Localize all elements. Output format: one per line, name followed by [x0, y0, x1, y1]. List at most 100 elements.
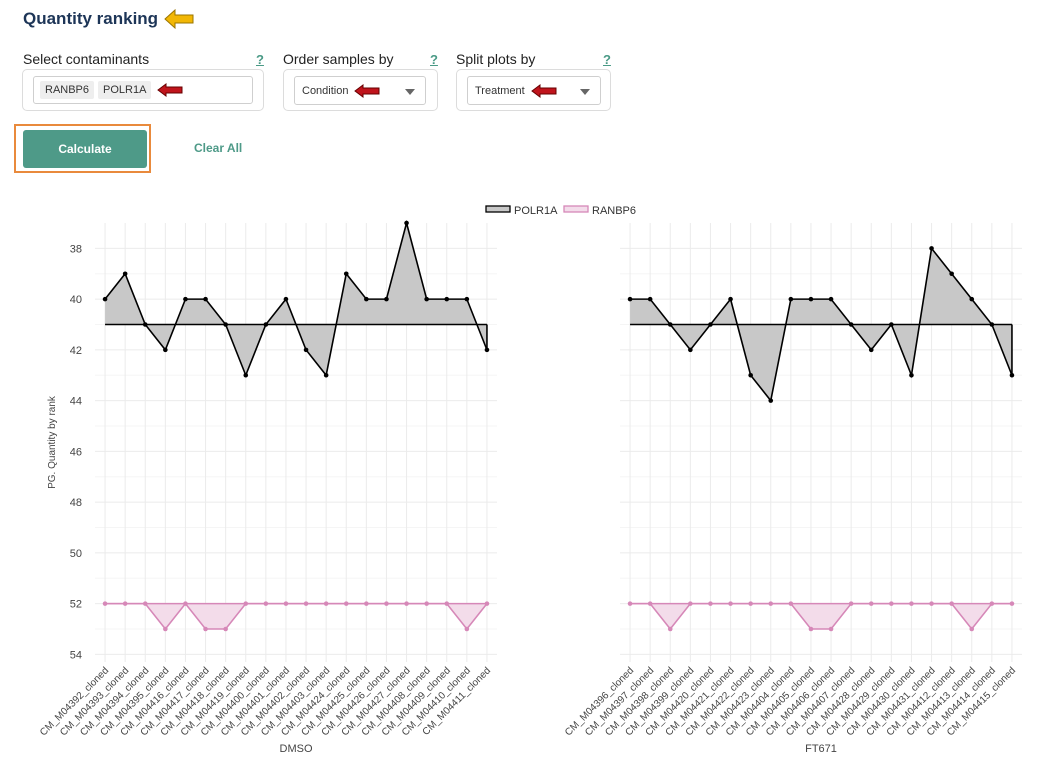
area-ranbp6 — [630, 603, 1012, 630]
data-point-ranbp6 — [788, 601, 794, 606]
data-point-ranbp6 — [688, 601, 693, 606]
y-tick-label: 54 — [70, 649, 82, 661]
y-tick-label: 50 — [70, 548, 82, 560]
selected-tag-polr1a[interactable]: POLR1A — [98, 81, 152, 99]
calculate-button[interactable]: Calculate — [23, 130, 147, 168]
data-point-polr1a — [263, 322, 269, 327]
data-point-ranbp6 — [464, 626, 470, 632]
data-point-polr1a — [243, 372, 249, 378]
data-point-ranbp6 — [424, 601, 429, 606]
data-point-ranbp6 — [667, 626, 673, 632]
y-tick-label: 40 — [70, 294, 82, 306]
data-point-polr1a — [929, 246, 934, 251]
quantity-ranking-chart: POLR1A RANBP6 PG. Quantity by rank 38 40 42 44… — [38, 205, 1022, 755]
selected-tag-ranbp6[interactable]: RANBP6 — [40, 81, 95, 99]
data-point-ranbp6 — [223, 626, 228, 632]
data-point-ranbp6 — [969, 626, 975, 632]
data-point-polr1a — [708, 322, 713, 327]
split-help-link[interactable]: ? — [603, 52, 611, 67]
pointer-arrow-icon — [354, 83, 380, 98]
data-point-polr1a — [444, 296, 450, 302]
data-point-ranbp6 — [243, 601, 249, 606]
data-point-polr1a — [102, 296, 108, 302]
pointer-arrow-icon — [157, 83, 183, 97]
area-polr1a — [105, 223, 487, 376]
panel-ft671: CM_M04396_clonedCM_M04397_clonedCM_M0439… — [563, 223, 1022, 755]
data-point-polr1a — [484, 347, 490, 353]
clear-all-button[interactable]: Clear All — [188, 140, 248, 156]
x-axis-title: FT671 — [805, 743, 837, 755]
split-panel: Treatment — [456, 69, 611, 111]
data-point-ranbp6 — [808, 626, 814, 632]
series-line-polr1a — [630, 246, 1013, 403]
page-title-text: Quantity ranking — [23, 9, 159, 28]
data-point-ranbp6 — [183, 601, 188, 606]
data-point-polr1a — [949, 271, 954, 277]
y-tick-label: 46 — [70, 446, 82, 458]
chevron-down-icon — [580, 88, 590, 95]
contaminants-help-link[interactable]: ? — [256, 52, 264, 67]
data-point-polr1a — [163, 347, 168, 353]
data-point-polr1a — [848, 322, 854, 327]
legend-swatch-ranbp6 — [563, 205, 589, 213]
data-point-polr1a — [384, 296, 389, 302]
data-point-polr1a — [142, 322, 148, 327]
data-point-polr1a — [627, 296, 633, 302]
y-tick-label: 44 — [70, 396, 82, 408]
order-select[interactable]: Condition — [294, 76, 426, 105]
data-point-polr1a — [808, 296, 814, 302]
data-point-polr1a — [688, 347, 693, 353]
y-tick-label: 38 — [70, 243, 82, 255]
legend-label-ranbp6: RANBP6 — [592, 205, 636, 217]
panel-dmso: CM_M04392_clonedCM_M04393_clonedCM_M0439… — [38, 219, 497, 755]
data-point-polr1a — [748, 372, 753, 378]
data-point-ranbp6 — [142, 601, 148, 606]
data-point-polr1a — [323, 372, 329, 378]
data-point-polr1a — [828, 296, 834, 302]
pointer-arrow-icon — [530, 83, 557, 98]
data-point-ranbp6 — [203, 626, 208, 632]
data-point-ranbp6 — [102, 601, 108, 606]
contaminants-multiselect[interactable]: RANBP6 POLR1A — [33, 76, 253, 104]
data-point-ranbp6 — [303, 601, 309, 606]
data-point-ranbp6 — [404, 601, 409, 606]
data-point-ranbp6 — [122, 601, 128, 606]
order-panel: Condition — [283, 69, 438, 111]
data-point-ranbp6 — [343, 601, 349, 606]
data-point-ranbp6 — [909, 601, 914, 606]
data-point-ranbp6 — [323, 601, 329, 606]
data-point-ranbp6 — [647, 601, 653, 606]
data-point-polr1a — [788, 296, 794, 302]
data-point-polr1a — [424, 296, 429, 302]
data-point-ranbp6 — [889, 601, 894, 606]
area-ranbp6 — [105, 603, 487, 630]
series-line-ranbp6 — [630, 602, 1012, 631]
order-help-link[interactable]: ? — [430, 52, 438, 67]
data-point-ranbp6 — [364, 601, 369, 606]
data-point-polr1a — [969, 296, 975, 302]
data-point-polr1a — [343, 271, 349, 277]
data-point-ranbp6 — [848, 601, 854, 606]
chevron-down-icon — [405, 88, 415, 95]
data-point-polr1a — [303, 347, 309, 353]
legend-label-polr1a: POLR1A — [514, 205, 558, 217]
data-point-polr1a — [728, 296, 733, 302]
contaminants-panel: RANBP6 POLR1A — [22, 69, 264, 111]
y-tick-label: 42 — [70, 345, 82, 357]
data-point-ranbp6 — [828, 626, 834, 632]
data-point-ranbp6 — [163, 626, 168, 632]
data-point-polr1a — [203, 296, 208, 302]
page-title: Quantity ranking — [23, 9, 194, 29]
pointer-arrow-icon — [164, 9, 194, 29]
data-point-polr1a — [909, 372, 914, 378]
legend-swatch-polr1a — [485, 205, 511, 213]
data-point-ranbp6 — [1009, 601, 1015, 606]
data-point-polr1a — [122, 271, 128, 277]
order-select-value: Condition — [302, 84, 349, 97]
split-select[interactable]: Treatment — [467, 76, 601, 105]
data-point-polr1a — [1009, 372, 1015, 378]
data-point-ranbp6 — [989, 601, 995, 606]
data-point-ranbp6 — [748, 601, 753, 606]
data-point-ranbp6 — [263, 601, 269, 606]
data-point-ranbp6 — [708, 601, 713, 606]
